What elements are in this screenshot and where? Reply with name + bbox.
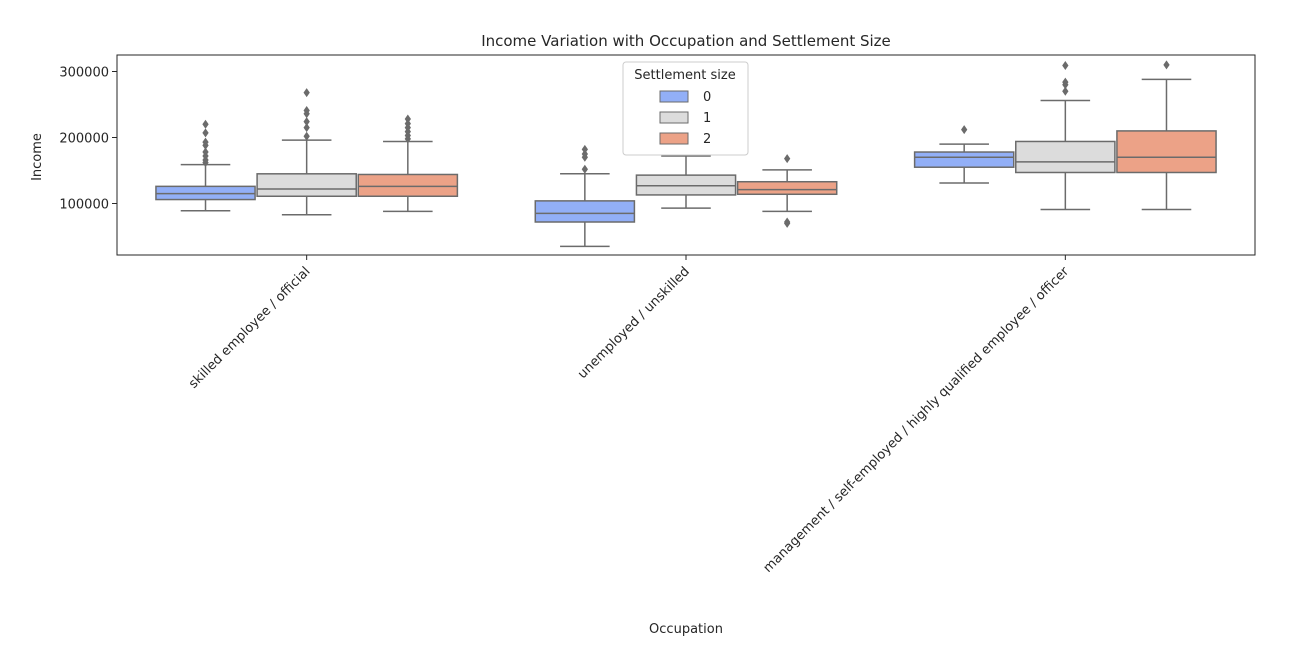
- outlier-point: [581, 144, 588, 154]
- outlier-point: [961, 125, 968, 135]
- chart-title: Income Variation with Occupation and Set…: [481, 32, 891, 50]
- box-series-0-2: [913, 125, 1015, 184]
- legend-frame: [622, 61, 749, 156]
- box-iqr: [256, 173, 357, 198]
- box-iqr: [736, 180, 838, 196]
- y-tick-label: 300000: [59, 66, 109, 81]
- box-series-2-2: [1116, 60, 1217, 211]
- box-series-1-0: [256, 88, 357, 216]
- outlier-point: [581, 164, 588, 174]
- box-iqr: [1116, 130, 1217, 174]
- y-axis-label: Income: [30, 133, 45, 181]
- box-series-2-1: [736, 154, 838, 228]
- outlier-point: [581, 149, 588, 159]
- box-iqr: [913, 151, 1015, 168]
- box-iqr: [1015, 140, 1116, 174]
- box-iqr: [534, 200, 636, 223]
- x-tick-label: management / self-employed / highly qual…: [761, 264, 1073, 576]
- legend: Settlement size 0 1 2: [622, 61, 749, 156]
- outlier-point: [1062, 86, 1069, 96]
- legend-label: 1: [703, 111, 711, 126]
- outlier-point: [784, 217, 791, 227]
- outlier-point: [404, 119, 411, 129]
- outlier-point: [303, 105, 310, 115]
- box-iqr: [357, 173, 459, 198]
- outlier-point: [202, 147, 209, 157]
- box-series-1-2: [1015, 61, 1116, 211]
- outlier-point: [202, 128, 209, 138]
- box-series-0-0: [155, 119, 256, 212]
- legend-swatch: [659, 111, 689, 124]
- legend-swatch: [659, 132, 689, 145]
- legend-label: 0: [703, 90, 711, 105]
- legend-title: Settlement size: [634, 68, 735, 83]
- y-tick-label: 200000: [59, 132, 109, 147]
- y-tick-label: 100000: [59, 198, 109, 213]
- x-axis-label: Occupation: [649, 622, 723, 637]
- outlier-point: [303, 123, 310, 133]
- outlier-point: [202, 119, 209, 129]
- legend-swatch: [659, 90, 689, 103]
- outlier-point: [303, 131, 310, 141]
- outlier-point: [1062, 61, 1069, 71]
- x-tick-label: skilled employee / official: [186, 264, 313, 391]
- box-series-2-0: [357, 114, 459, 213]
- outlier-point: [1163, 60, 1170, 70]
- x-tick-label: unemployed / unskilled: [575, 264, 693, 382]
- outlier-point: [303, 88, 310, 98]
- outlier-point: [202, 137, 209, 147]
- outlier-point: [1062, 77, 1069, 87]
- legend-label: 2: [703, 132, 711, 147]
- outlier-point: [784, 154, 791, 164]
- outlier-point: [404, 114, 411, 124]
- outlier-point: [303, 117, 310, 127]
- box-series-1-1: [635, 155, 737, 209]
- box-series-0-1: [534, 144, 636, 248]
